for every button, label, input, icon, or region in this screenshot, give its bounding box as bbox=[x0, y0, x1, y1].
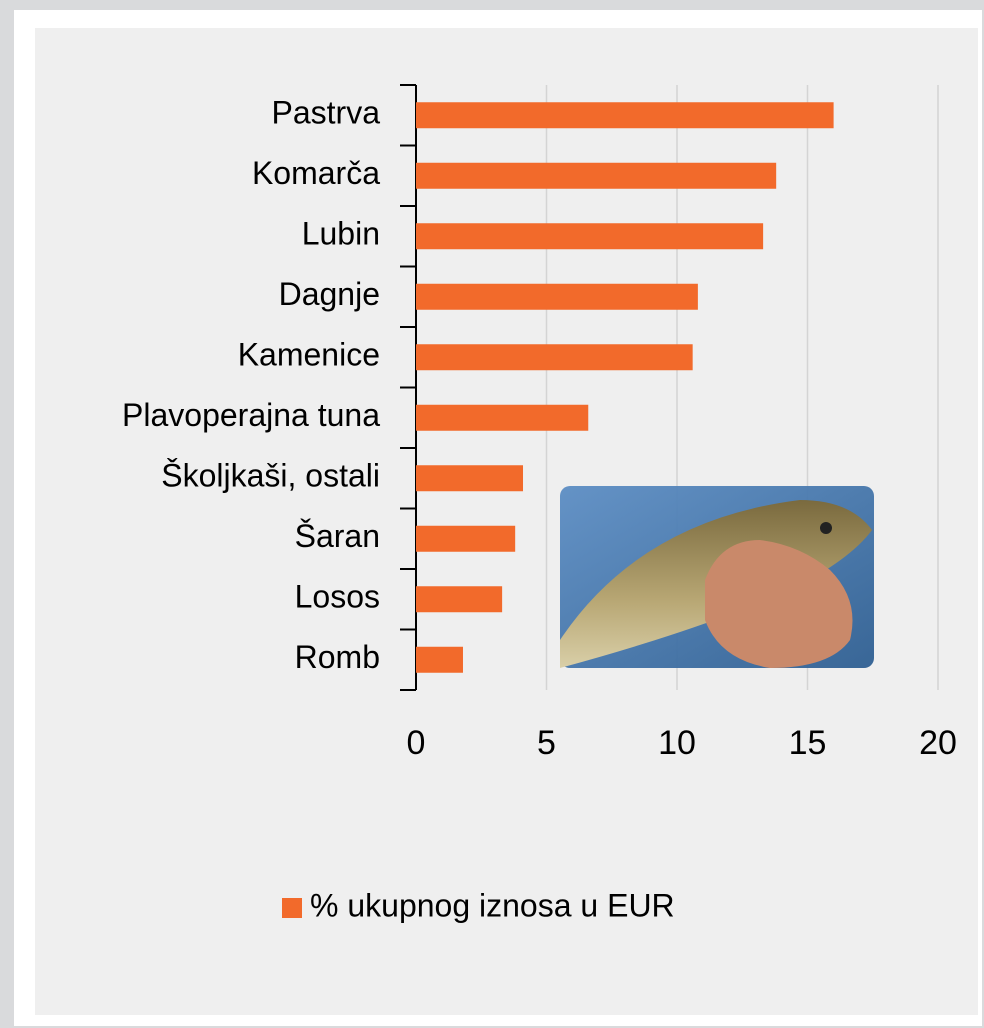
y-tick-label: Školjkaši, ostali bbox=[161, 458, 380, 494]
x-tick-label: 20 bbox=[919, 724, 957, 762]
bar bbox=[416, 646, 463, 673]
bar bbox=[416, 223, 764, 250]
x-tick-label: 15 bbox=[789, 724, 827, 762]
bar bbox=[416, 344, 693, 371]
bar bbox=[416, 525, 516, 552]
bar bbox=[416, 404, 589, 431]
x-tick-label: 10 bbox=[658, 724, 696, 762]
y-tick-label: Plavoperajna tuna bbox=[122, 397, 380, 433]
bar bbox=[416, 465, 524, 492]
y-tick-label: Kamenice bbox=[238, 337, 380, 373]
bar bbox=[416, 162, 777, 189]
y-tick-label: Dagnje bbox=[279, 276, 380, 312]
legend: % ukupnog iznosa u EUR bbox=[282, 887, 675, 923]
bar bbox=[416, 283, 698, 310]
bar bbox=[416, 586, 503, 613]
y-tick-label: Losos bbox=[295, 579, 380, 615]
plot: 0 5 10 15 20 Pastrva Komarča Lubin Dagnje Kamenic… bbox=[122, 84, 957, 762]
y-tick-label: Šaran bbox=[295, 518, 380, 554]
photo bbox=[560, 486, 874, 668]
y-tick-label: Pastrva bbox=[272, 95, 381, 131]
x-tick-label: 0 bbox=[407, 724, 426, 762]
y-tick-label: Lubin bbox=[302, 216, 380, 252]
legend-swatch bbox=[282, 898, 302, 918]
x-tick-label: 5 bbox=[537, 724, 556, 762]
y-tick-label: Komarča bbox=[252, 155, 380, 191]
y-tick-label: Romb bbox=[295, 639, 380, 675]
bar bbox=[416, 102, 834, 129]
legend-label: % ukupnog iznosa u EUR bbox=[310, 887, 675, 923]
